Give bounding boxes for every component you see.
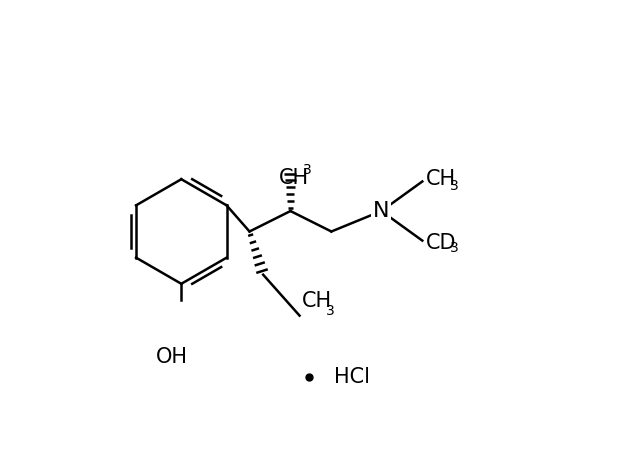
- Text: N: N: [373, 201, 390, 221]
- Text: 3: 3: [326, 304, 334, 318]
- Text: CD: CD: [426, 233, 456, 253]
- Text: 3: 3: [449, 179, 458, 193]
- Text: 3: 3: [449, 241, 458, 255]
- Text: CH: CH: [426, 169, 456, 189]
- Text: CH: CH: [302, 291, 332, 311]
- Text: HCl: HCl: [333, 367, 370, 387]
- Text: CH: CH: [279, 168, 309, 188]
- Text: OH: OH: [156, 346, 188, 367]
- Text: 3: 3: [303, 163, 312, 177]
